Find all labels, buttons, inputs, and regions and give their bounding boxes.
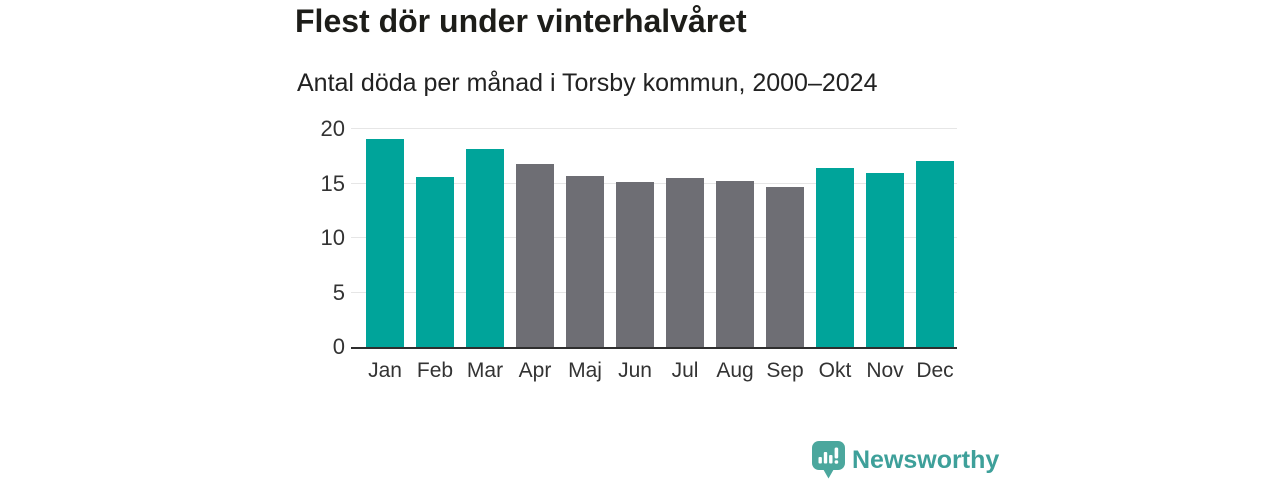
chart-title: Flest dör under vinterhalvåret [295,3,747,39]
x-tick-label-apr: Apr [518,359,552,382]
gridline-10 [351,237,957,238]
x-tick-label-jun: Jun [618,359,652,382]
brand-wordmark: Newsworthy [852,446,1000,474]
x-tick-label-maj: Maj [568,359,602,382]
bar-mar [466,148,504,347]
x-tick-label-nov: Nov [866,359,904,382]
y-tick-label-5: 5 [332,279,345,305]
x-tick-label-dec: Dec [916,359,954,382]
bar-jun [616,182,654,347]
plot-area [351,128,957,349]
bar-nov [866,172,904,347]
bar-jul [666,178,704,347]
bar-okt [816,168,854,347]
y-tick-label-15: 15 [320,170,345,196]
y-tick-label-10: 10 [320,225,345,250]
bar-jan [366,138,404,347]
newsworthy-logo-icon [812,441,845,479]
bar-dec [916,160,954,347]
gridline-15 [351,182,957,184]
logo-bar-2 [823,452,828,464]
logo-bubble-tail [822,468,835,479]
y-axis: 0 5 10 15 20 [275,116,345,359]
chart-subtitle: Antal döda per månad i Torsby kommun, 20… [297,69,878,97]
x-tick-label-sep: Sep [766,359,804,382]
bar-feb [416,176,454,347]
logo-bar-1 [818,457,822,464]
bar-apr [516,163,554,347]
y-tick-label-0: 0 [332,334,345,359]
logo-bar-3 [829,455,833,464]
x-tick-label-jul: Jul [671,359,699,382]
x-tick-label-feb: Feb [416,359,454,382]
logo-exclamation-dot [834,460,839,464]
logo-bubble [812,441,845,470]
x-tick-label-mar: Mar [466,359,504,382]
x-tick-label-aug: Aug [716,359,754,382]
gridline-5 [351,291,957,293]
x-tick-label-okt: Okt [818,359,852,382]
x-tick-label-jan: Jan [368,359,402,382]
logo-exclamation-bar [834,447,839,459]
bar-sep [766,186,804,347]
bar-maj [566,175,604,347]
y-tick-label-20: 20 [320,116,345,141]
bar-aug [716,181,754,347]
gridline-20 [351,128,957,129]
x-axis: Jan Feb Mar Apr Maj Jun Jul Aug Sep Okt Nov Dec [351,358,957,388]
